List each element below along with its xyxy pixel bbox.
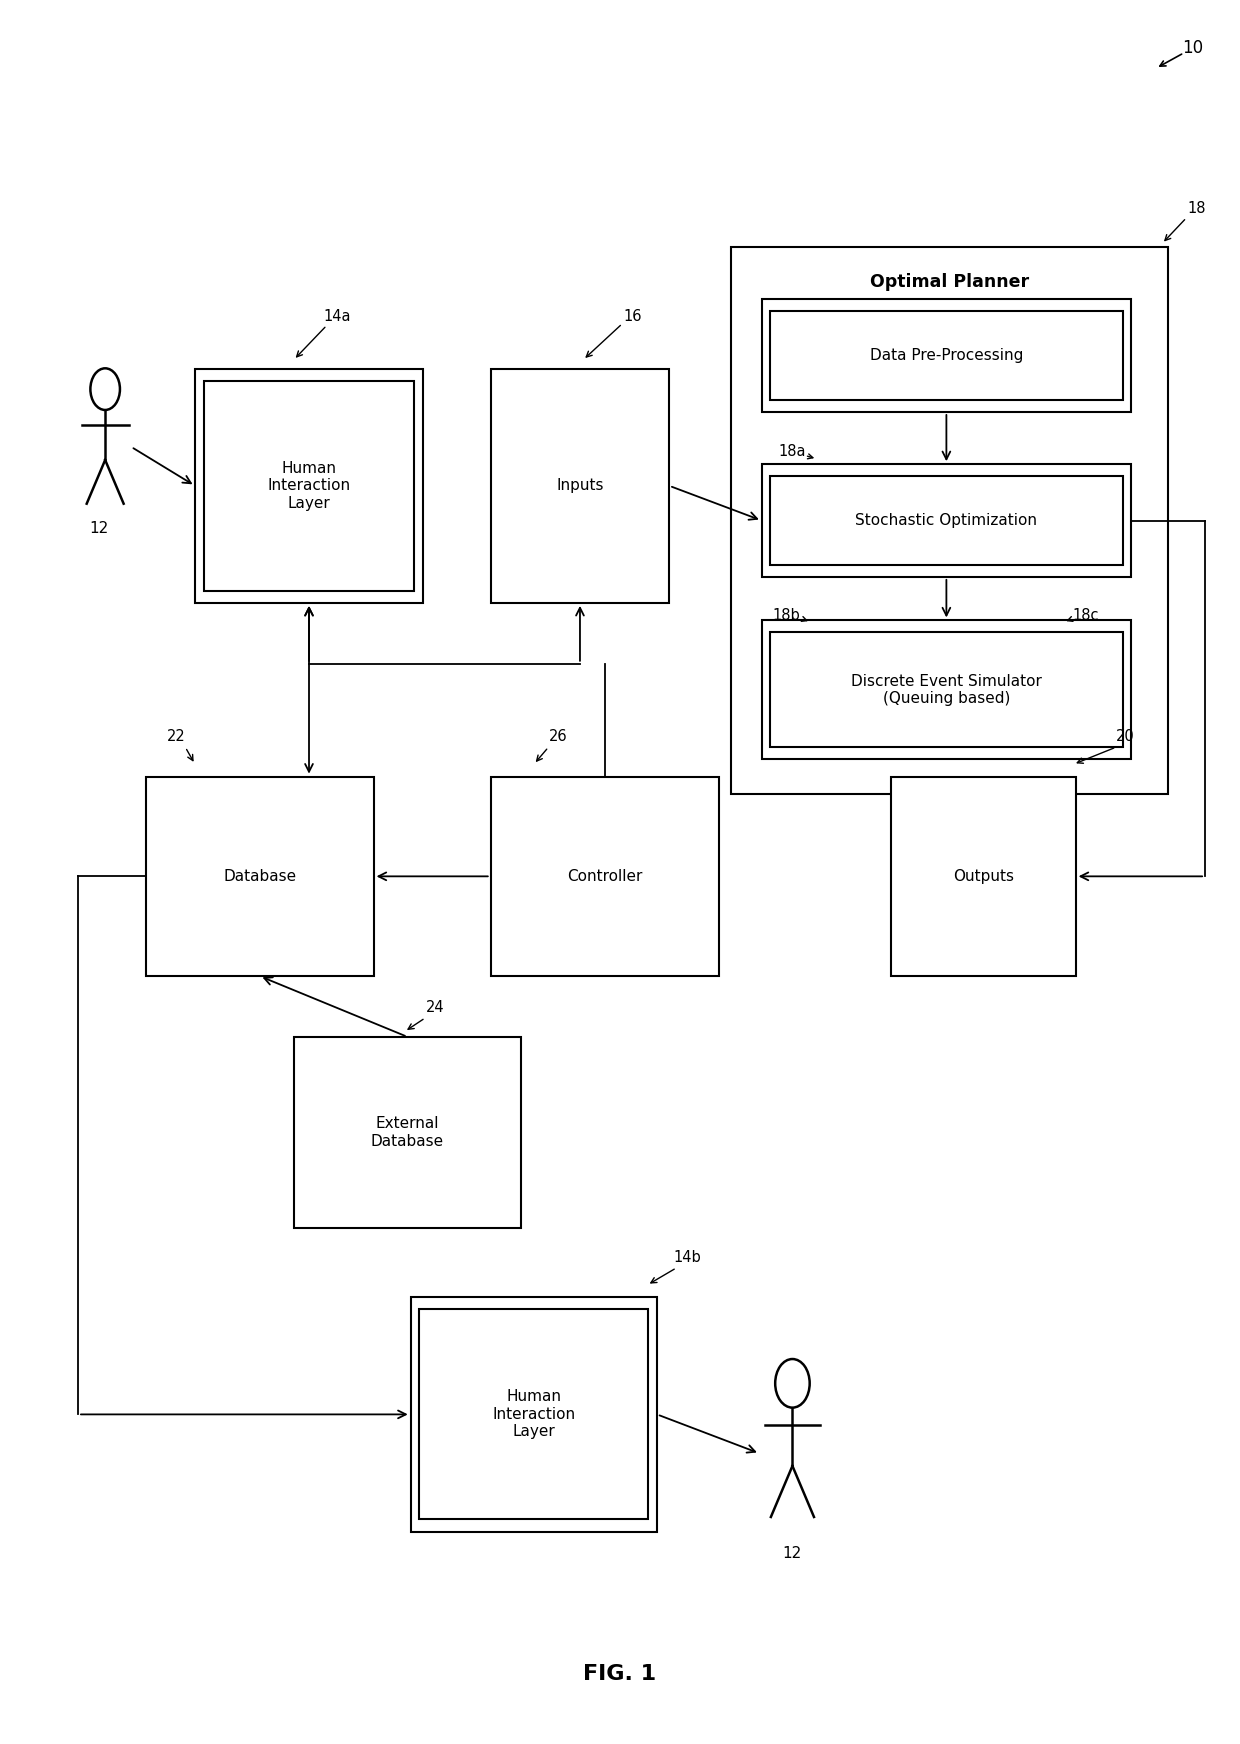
Bar bbox=[203, 380, 414, 591]
Bar bbox=[770, 633, 1122, 746]
Text: Human
Interaction
Layer: Human Interaction Layer bbox=[268, 460, 351, 511]
Text: Controller: Controller bbox=[567, 869, 642, 884]
Bar bbox=[761, 300, 1131, 412]
Text: 26: 26 bbox=[549, 729, 568, 745]
Bar bbox=[770, 312, 1122, 399]
Text: 18: 18 bbox=[1187, 202, 1205, 216]
Text: Inputs: Inputs bbox=[557, 478, 604, 494]
Bar bbox=[730, 248, 1168, 794]
Text: 22: 22 bbox=[167, 729, 186, 745]
Text: Stochastic Optimization: Stochastic Optimization bbox=[856, 513, 1038, 528]
Bar bbox=[892, 776, 1076, 977]
Bar bbox=[761, 464, 1131, 577]
Text: 18a: 18a bbox=[779, 445, 806, 459]
Text: 18c: 18c bbox=[1073, 607, 1099, 623]
Text: 10: 10 bbox=[1182, 38, 1203, 56]
Bar bbox=[146, 776, 373, 977]
Text: 14b: 14b bbox=[673, 1250, 702, 1264]
Text: 12: 12 bbox=[782, 1547, 802, 1561]
Text: Database: Database bbox=[223, 869, 296, 884]
Text: 18b: 18b bbox=[773, 607, 800, 623]
Text: Human
Interaction
Layer: Human Interaction Layer bbox=[492, 1390, 575, 1439]
Text: 24: 24 bbox=[425, 999, 445, 1015]
Text: 14a: 14a bbox=[322, 309, 351, 324]
Text: 16: 16 bbox=[622, 309, 641, 324]
Text: Outputs: Outputs bbox=[952, 869, 1014, 884]
Bar bbox=[491, 776, 718, 977]
Text: 12: 12 bbox=[89, 521, 109, 537]
Text: 20: 20 bbox=[1116, 729, 1135, 745]
Text: Discrete Event Simulator
(Queuing based): Discrete Event Simulator (Queuing based) bbox=[851, 673, 1042, 706]
Text: FIG. 1: FIG. 1 bbox=[584, 1664, 656, 1685]
Bar bbox=[195, 368, 423, 603]
Text: External
Database: External Database bbox=[371, 1116, 444, 1149]
Bar bbox=[419, 1310, 649, 1519]
Text: Optimal Planner: Optimal Planner bbox=[870, 274, 1029, 291]
Bar bbox=[410, 1298, 657, 1531]
Bar bbox=[491, 368, 670, 603]
Bar bbox=[770, 476, 1122, 565]
Bar bbox=[761, 621, 1131, 759]
Text: Data Pre-Processing: Data Pre-Processing bbox=[869, 349, 1023, 363]
Bar bbox=[294, 1038, 522, 1228]
